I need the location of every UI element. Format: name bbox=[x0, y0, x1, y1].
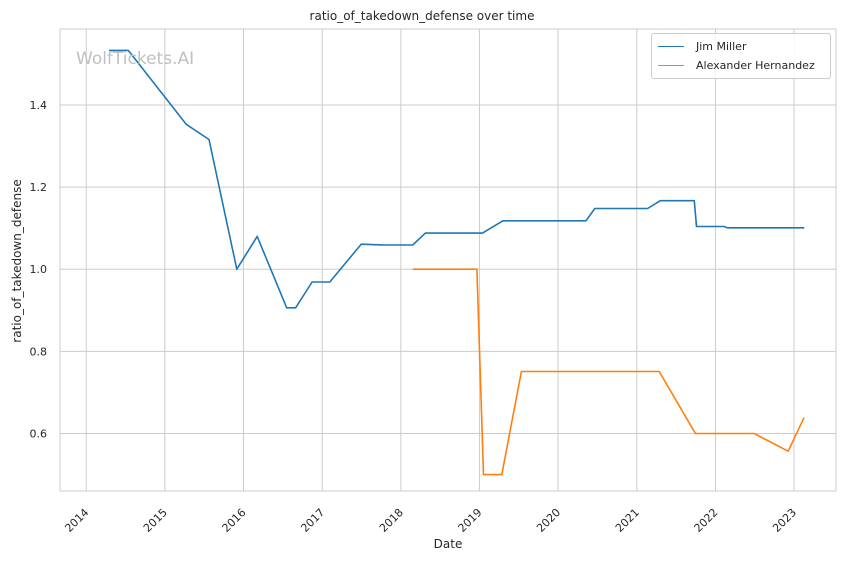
x-tick-label: 2020 bbox=[534, 506, 563, 535]
y-tick-label: 1.4 bbox=[30, 99, 48, 112]
legend-item-series-1: Jim Miller bbox=[658, 38, 746, 54]
x-tick-label: 2016 bbox=[220, 506, 249, 535]
watermark: WolfTickets.AI bbox=[76, 49, 195, 69]
x-tick-label: 2018 bbox=[377, 506, 406, 535]
series-line-1 bbox=[108, 49, 805, 309]
legend-item-series-2: Alexander Hernandez bbox=[658, 57, 815, 73]
x-tick-label: 2017 bbox=[298, 506, 327, 535]
legend-swatch-series-1 bbox=[658, 45, 684, 47]
x-axis-label: Date bbox=[433, 537, 463, 551]
x-tick-label: 2015 bbox=[141, 506, 170, 535]
legend-swatch-series-2 bbox=[658, 64, 684, 66]
x-tick-label: 2019 bbox=[456, 506, 485, 535]
y-tick-label: 1.2 bbox=[30, 181, 48, 194]
legend-label-series-2: Alexander Hernandez bbox=[696, 58, 815, 72]
legend-label-series-1: Jim Miller bbox=[696, 39, 747, 53]
series-line-2 bbox=[412, 268, 805, 476]
chart-title: ratio_of_takedown_defense over time bbox=[309, 9, 535, 23]
x-tick-label: 2021 bbox=[613, 506, 642, 535]
legend: Jim Miller Alexander Hernandez bbox=[651, 33, 831, 79]
x-tick-label: 2014 bbox=[62, 506, 91, 535]
plot-area bbox=[59, 28, 837, 492]
y-tick-label: 1.0 bbox=[30, 263, 48, 276]
x-tick-label: 2023 bbox=[770, 506, 799, 535]
x-tick-label: 2022 bbox=[692, 506, 721, 535]
y-tick-label: 0.8 bbox=[30, 345, 48, 358]
y-tick-label: 0.6 bbox=[30, 428, 48, 441]
y-axis-label: ratio_of_takedown_defense bbox=[10, 179, 24, 343]
